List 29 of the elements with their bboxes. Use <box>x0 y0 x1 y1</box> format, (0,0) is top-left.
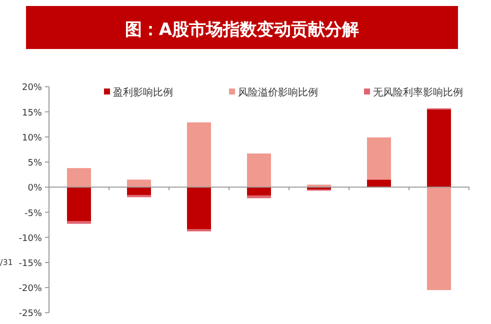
bar <box>127 180 151 188</box>
y-tick-label: 5% <box>28 158 42 169</box>
legend-label: 风险溢价影响比例 <box>238 86 318 98</box>
bar <box>367 137 391 180</box>
y-tick-label: 20% <box>22 83 42 94</box>
bar <box>247 153 271 188</box>
y-tick-label: 0% <box>28 184 42 194</box>
bar <box>67 221 91 224</box>
bar <box>247 187 271 196</box>
y-tick-label: 15% <box>22 108 42 118</box>
y-tick-label: -25% <box>18 309 42 320</box>
y-tick-label: -15% <box>18 258 42 269</box>
bar <box>187 187 211 230</box>
y-tick-label: 10% <box>22 133 42 144</box>
bar <box>127 187 151 196</box>
chart-title: 图：A股市场指数变动贡献分解 <box>124 20 360 40</box>
bar <box>427 109 451 188</box>
y-tick-label: -10% <box>18 234 42 244</box>
y-tick-label: -5% <box>24 208 42 219</box>
bar <box>367 180 391 188</box>
bar <box>247 196 271 198</box>
bar <box>67 187 91 222</box>
bar <box>67 168 91 188</box>
legend-label: 无风险利率影响比例 <box>373 86 463 98</box>
bar <box>187 122 211 188</box>
legend-label: 盈利影响比例 <box>113 86 173 98</box>
y-tick-label: -20% <box>18 284 42 294</box>
text: /31 <box>0 258 13 267</box>
bar <box>427 187 451 290</box>
